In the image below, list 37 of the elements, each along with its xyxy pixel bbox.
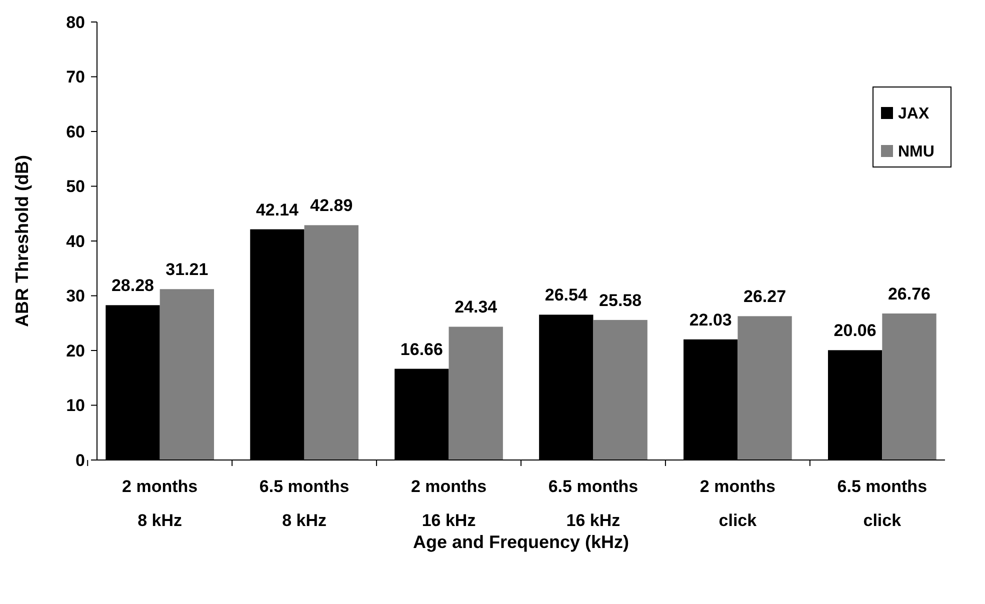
y-axis-title: ABR Threshold (dB) — [12, 155, 32, 327]
data-label: 42.14 — [256, 200, 300, 220]
bar — [448, 326, 503, 460]
data-label: 42.89 — [310, 196, 353, 216]
x-tick-label: 2 months 8 kHz — [122, 477, 198, 530]
data-label: 26.76 — [888, 284, 931, 304]
data-label: 25.58 — [599, 290, 642, 310]
y-tick-label: 80 — [66, 12, 85, 32]
bar — [304, 225, 358, 460]
y-tick-label: 0 — [76, 450, 85, 470]
data-label: 16.66 — [400, 340, 443, 359]
y-tick-label: 40 — [66, 232, 85, 251]
data-label: 22.03 — [689, 310, 732, 330]
data-label: 28.28 — [111, 276, 154, 296]
y-tick-label: 60 — [66, 122, 85, 142]
data-label: 20.06 — [834, 321, 876, 340]
bar — [160, 289, 214, 460]
x-tick-label: 6.5 months 8 kHz — [259, 477, 350, 530]
x-tick-label: 6.5 months click — [837, 477, 928, 530]
x-axis-title: Age and Frequency (kHz) — [412, 532, 630, 552]
bar — [738, 316, 792, 460]
bar — [882, 313, 936, 460]
legend-label: NMU — [898, 144, 934, 161]
data-label: 31.21 — [166, 260, 208, 280]
data-label: 24.34 — [454, 298, 498, 317]
data-label: 26.54 — [544, 286, 588, 305]
legend-label: JAX — [898, 106, 930, 123]
y-tick-label: 70 — [66, 68, 85, 87]
x-tick-label: 6.5 months 16 kHz — [548, 477, 638, 530]
y-tick-label: 50 — [66, 177, 85, 196]
data-label: 26.27 — [744, 287, 786, 306]
bar — [593, 320, 648, 460]
x-tick-label: 2 months click — [700, 477, 776, 530]
x-tick-label: 2 months 16 kHz — [410, 477, 487, 530]
y-tick-label: 10 — [66, 396, 85, 416]
y-tick-label: 30 — [66, 286, 85, 306]
y-tick-label: 20 — [66, 341, 85, 360]
